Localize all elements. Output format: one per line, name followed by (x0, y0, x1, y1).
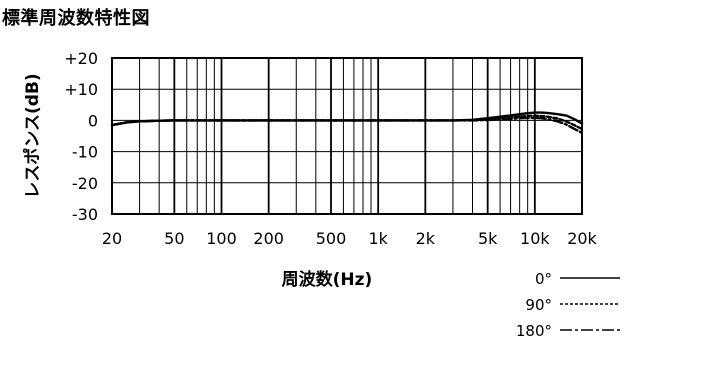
x-axis-label: 周波数(Hz) (282, 269, 373, 290)
chart-title: 標準周波数特性図 (2, 8, 150, 29)
y-tick-label: -20 (72, 174, 98, 193)
y-tick-label: -10 (72, 143, 98, 162)
x-tick-label: 20k (567, 229, 597, 248)
x-tick-label: 5k (478, 229, 498, 248)
legend-label: 0° (535, 270, 552, 288)
y-axis-label: レスポンス(dB) (22, 73, 43, 198)
x-tick-label: 500 (316, 229, 347, 248)
legend: 0° 90° 180° (516, 270, 620, 340)
grid-layer (112, 58, 582, 214)
x-tick-label: 1k (368, 229, 388, 248)
x-tick-label: 100 (206, 229, 237, 248)
x-tick-label: 2k (416, 229, 436, 248)
y-tick-label: +20 (64, 49, 98, 68)
x-tick-label: 20 (102, 229, 122, 248)
x-tick-label: 50 (164, 229, 184, 248)
y-tick-label: 0 (88, 111, 98, 130)
y-tick-label: +10 (64, 80, 98, 99)
series-line-2 (110, 116, 584, 135)
y-tick-label: -30 (72, 205, 98, 224)
y-tick-labels: +20 +10 0 -10 -20 -30 (64, 49, 98, 224)
x-tick-label: 10k (520, 229, 550, 248)
plot-frame (111, 57, 583, 215)
legend-label: 180° (516, 322, 552, 340)
series-layer (110, 111, 584, 135)
x-tick-labels: 20 50 100 200 500 1k 2k 5k 10k 20k (102, 229, 598, 248)
legend-label: 90° (525, 296, 552, 314)
x-tick-label: 200 (253, 229, 284, 248)
